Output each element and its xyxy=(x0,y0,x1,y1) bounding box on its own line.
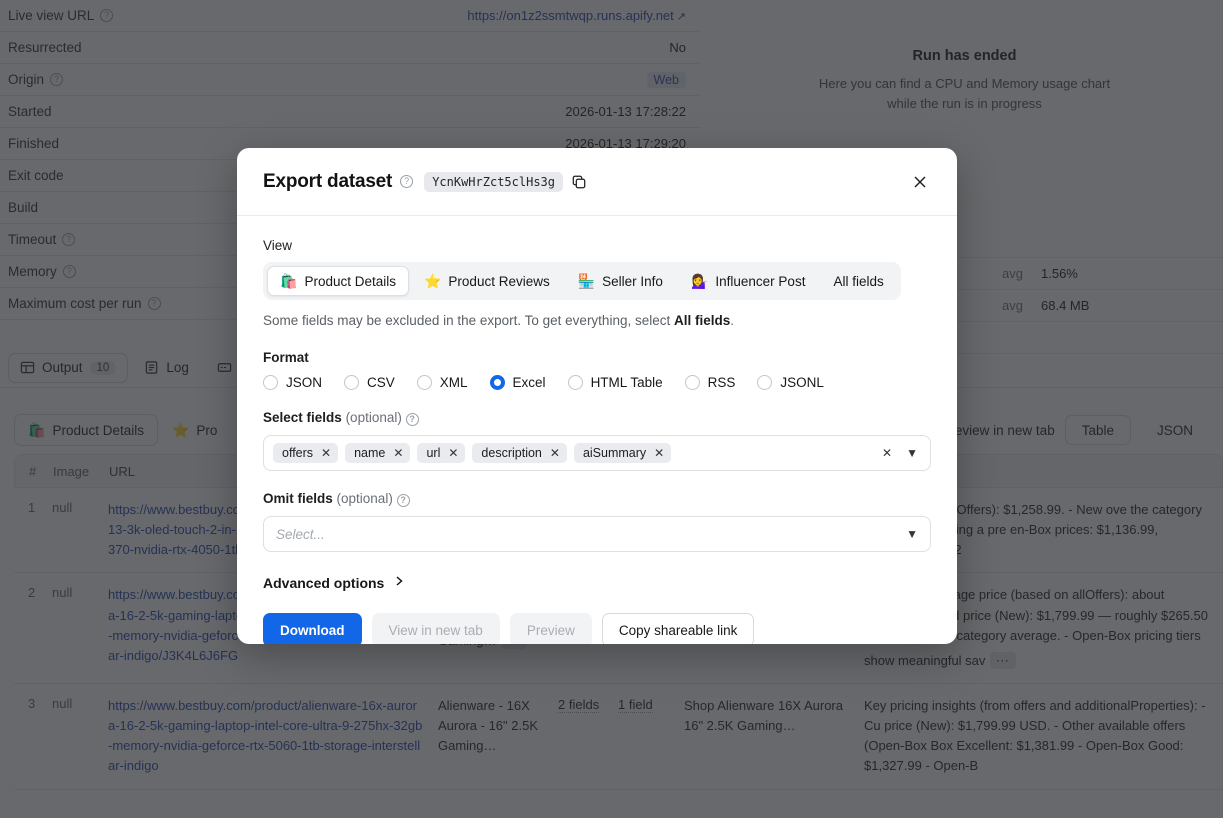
format-option-xml[interactable]: XML xyxy=(416,375,468,390)
format-option-label: JSON xyxy=(286,375,323,390)
field-chip[interactable]: description ✕ xyxy=(472,443,567,463)
view-hint-prefix: Some fields may be excluded in the expor… xyxy=(263,313,674,328)
view-hint: Some fields may be excluded in the expor… xyxy=(263,313,931,328)
omit-fields-section: Omit fields (optional) ? Select... ▼ xyxy=(263,491,931,552)
select-fields-input[interactable]: offers ✕ name ✕ url ✕ description ✕ aiSu… xyxy=(263,435,931,471)
download-button[interactable]: Download xyxy=(263,613,362,644)
format-option-label: CSV xyxy=(367,375,395,390)
format-option-html-table[interactable]: HTML Table xyxy=(567,375,663,390)
view-hint-suffix: . xyxy=(730,313,735,328)
info-icon[interactable]: ? xyxy=(400,175,414,188)
copy-icon[interactable] xyxy=(571,174,587,190)
view-tab-group: 🛍️ Product Details ⭐ Product Reviews 🏪 S… xyxy=(263,262,901,300)
close-icon[interactable] xyxy=(905,167,935,197)
select-fields-optional: (optional) xyxy=(345,410,402,425)
chevron-down-icon[interactable]: ▼ xyxy=(906,446,918,460)
advanced-options-toggle[interactable]: Advanced options xyxy=(263,574,931,591)
format-option-rss[interactable]: RSS xyxy=(684,375,736,390)
chevron-down-icon[interactable]: ▼ xyxy=(906,527,918,541)
view-tab-influencer-post[interactable]: 💁‍♀️ Influencer Post xyxy=(678,266,819,296)
field-chip-label: offers xyxy=(282,446,314,460)
view-tab-product-details[interactable]: 🛍️ Product Details xyxy=(267,266,409,296)
radio-icon xyxy=(344,375,360,390)
field-chip-label: description xyxy=(481,446,542,460)
advanced-options-label: Advanced options xyxy=(263,574,385,591)
omit-fields-optional: (optional) xyxy=(336,491,393,506)
field-chip[interactable]: aiSummary ✕ xyxy=(573,443,672,463)
person-tipping-hand-icon: 💁‍♀️ xyxy=(690,273,709,289)
store-icon: 🏪 xyxy=(577,273,596,289)
modal-action-buttons: Download View in new tab Preview Copy sh… xyxy=(263,613,931,644)
format-option-label: RSS xyxy=(707,375,736,390)
format-option-csv[interactable]: CSV xyxy=(344,375,395,390)
preview-button[interactable]: Preview xyxy=(509,613,592,644)
view-tab-seller-info[interactable]: 🏪 Seller Info xyxy=(565,266,676,296)
field-chip[interactable]: name ✕ xyxy=(345,443,411,463)
format-option-label: HTML Table xyxy=(590,375,663,390)
star-icon: ⭐ xyxy=(423,273,442,289)
info-icon[interactable]: ? xyxy=(396,494,410,507)
chevron-right-icon xyxy=(393,574,405,591)
format-option-label: JSONL xyxy=(780,375,824,390)
remove-chip-icon[interactable]: ✕ xyxy=(654,446,665,460)
radio-icon xyxy=(684,375,700,390)
view-hint-bold: All fields xyxy=(673,313,731,328)
select-fields-label-text: Select fields xyxy=(263,410,342,425)
copy-shareable-link-button[interactable]: Copy shareable link xyxy=(601,613,755,644)
export-dataset-modal: Export dataset ? YcnKwHrZct5clHs3g View … xyxy=(237,148,957,644)
select-fields-tools: ✕ ▼ xyxy=(882,446,922,460)
view-in-new-tab-button[interactable]: View in new tab xyxy=(371,613,500,644)
omit-fields-label-text: Omit fields xyxy=(263,491,333,506)
omit-fields-placeholder: Select... xyxy=(276,526,325,542)
format-option-jsonl[interactable]: JSONL xyxy=(757,375,824,390)
view-tab-label: Product Details xyxy=(304,273,396,289)
format-section-label: Format xyxy=(263,350,309,365)
format-option-label: Excel xyxy=(512,375,546,390)
field-chip[interactable]: url ✕ xyxy=(417,443,466,463)
field-chip-label: url xyxy=(426,446,441,460)
view-section-label: View xyxy=(263,238,293,253)
omit-fields-label: Omit fields (optional) ? xyxy=(263,491,931,507)
modal-body: View 🛍️ Product Details ⭐ Product Review… xyxy=(237,216,957,644)
format-section: Format JSON CSV XML Excel xyxy=(263,350,931,390)
remove-chip-icon[interactable]: ✕ xyxy=(549,446,560,460)
field-chip-label: aiSummary xyxy=(582,446,647,460)
clear-icon[interactable]: ✕ xyxy=(882,446,893,460)
remove-chip-icon[interactable]: ✕ xyxy=(448,446,459,460)
dataset-id-chip: YcnKwHrZct5clHs3g xyxy=(424,171,564,192)
view-tab-all-fields[interactable]: All fields xyxy=(820,266,896,296)
shopping-bags-icon: 🛍️ xyxy=(280,273,298,289)
radio-icon-selected xyxy=(489,375,505,390)
view-tab-label: Seller Info xyxy=(602,273,663,289)
info-icon[interactable]: ? xyxy=(405,413,419,426)
select-fields-label: Select fields (optional) ? xyxy=(263,410,931,426)
radio-icon xyxy=(757,375,773,390)
view-tab-label: Influencer Post xyxy=(715,273,806,289)
format-radio-group: JSON CSV XML Excel HTML Table xyxy=(263,375,931,390)
modal-header: Export dataset ? YcnKwHrZct5clHs3g xyxy=(237,148,957,216)
format-option-label: XML xyxy=(439,375,468,390)
modal-title: Export dataset xyxy=(263,170,393,192)
radio-icon xyxy=(263,375,278,390)
format-option-json[interactable]: JSON xyxy=(263,375,322,390)
view-tab-label: Product Reviews xyxy=(448,273,550,289)
view-tab-product-reviews[interactable]: ⭐ Product Reviews xyxy=(411,266,563,296)
view-tab-label: All fields xyxy=(833,273,884,289)
remove-chip-icon[interactable]: ✕ xyxy=(321,446,332,460)
field-chip[interactable]: offers ✕ xyxy=(273,443,339,463)
field-chip-label: name xyxy=(354,446,386,460)
format-option-excel[interactable]: Excel xyxy=(489,375,546,390)
radio-icon xyxy=(416,375,432,390)
radio-icon xyxy=(567,375,583,390)
remove-chip-icon[interactable]: ✕ xyxy=(393,446,404,460)
select-fields-section: Select fields (optional) ? offers ✕ name… xyxy=(263,410,931,471)
omit-fields-input[interactable]: Select... ▼ xyxy=(263,516,931,552)
